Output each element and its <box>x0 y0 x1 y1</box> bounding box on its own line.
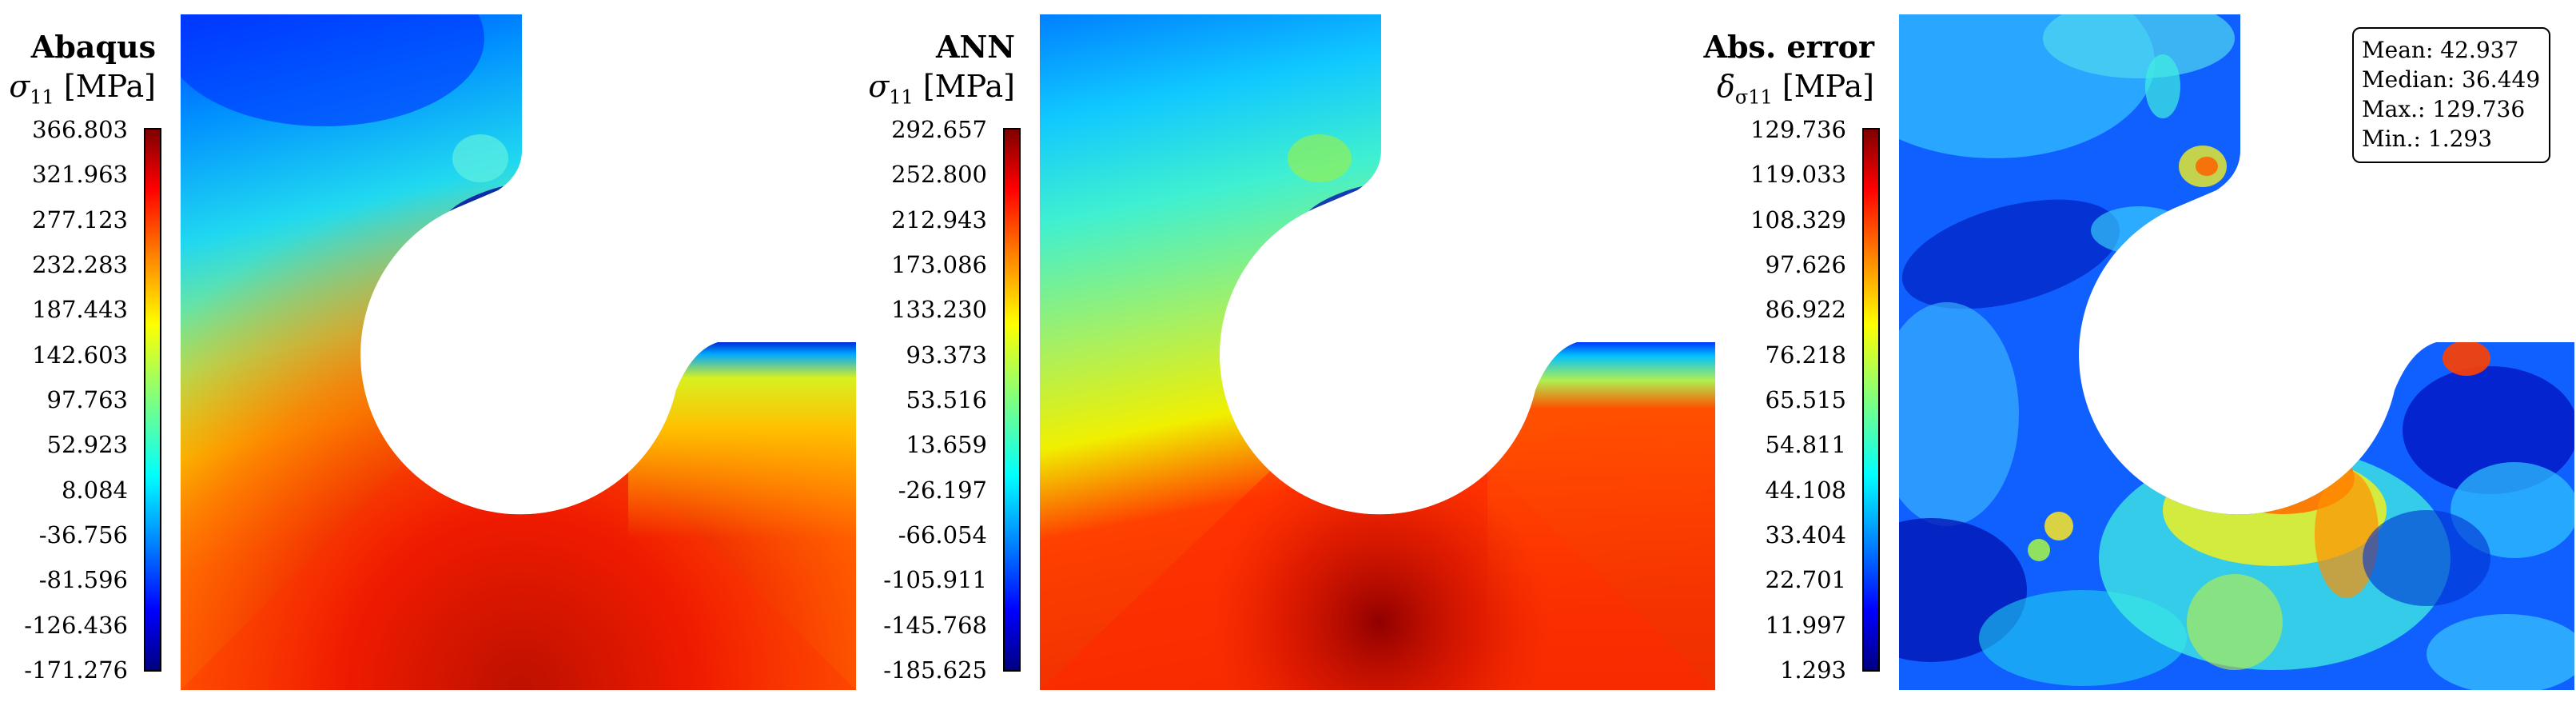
colorbar-tick-label: -185.625 <box>883 656 987 684</box>
colorbar-tick-label: 321.963 <box>32 161 128 189</box>
colorbar-tick-label: 53.516 <box>906 386 987 413</box>
colorbar-tick-label: 97.763 <box>46 386 128 413</box>
colorbar-tick-label: -26.197 <box>898 476 987 504</box>
colorbar-tick-label: -36.756 <box>38 521 128 548</box>
stress-field-ann <box>1040 14 1715 690</box>
panel-title: ANN <box>936 29 1015 65</box>
stat-median: Median: 36.449 <box>2362 66 2541 93</box>
colorbar-tick-label: 119.033 <box>1750 161 1846 189</box>
colorbar-tick-label: 366.803 <box>32 116 128 143</box>
colorbar-tick-label: 93.373 <box>906 341 987 369</box>
colorbar-tick-label: -126.436 <box>24 611 128 639</box>
colorbar-tick-label: 108.329 <box>1750 205 1846 233</box>
colorbar-tick-label: -171.276 <box>24 656 128 684</box>
colorbar-tick-label: 13.659 <box>906 431 987 459</box>
colorbar <box>144 128 161 672</box>
colorbar-tick-label: 187.443 <box>32 296 128 324</box>
stat-max: Max.: 129.736 <box>2362 96 2526 122</box>
colorbar-tick-label: -105.911 <box>883 566 987 594</box>
colorbar-label: δσ11 [MPa] <box>1717 69 1874 109</box>
colorbar-tick-label: 97.626 <box>1765 251 1846 278</box>
colorbar-tick-label: 252.800 <box>891 161 987 189</box>
colorbar-tick-label: 22.701 <box>1765 566 1846 594</box>
colorbar <box>1862 128 1880 672</box>
colorbar-tick-label: 33.404 <box>1765 521 1846 548</box>
colorbar-tick-label: 11.997 <box>1765 611 1846 639</box>
colorbar-tick-label: -66.054 <box>898 521 987 548</box>
error-field <box>1899 14 2574 690</box>
colorbar-tick-label: 232.283 <box>32 251 128 278</box>
stat-min: Min.: 1.293 <box>2362 126 2493 152</box>
panel-ann: ANN σ11 [MPa] 292.657 252.800 212.943 173.0… <box>859 0 1722 702</box>
colorbar-tick-label: 44.108 <box>1765 476 1846 504</box>
panel-title: Abs. error <box>1703 29 1875 65</box>
colorbar-tick-label: 129.736 <box>1750 116 1846 143</box>
colorbar-tick-label: 142.603 <box>32 341 128 369</box>
colorbar-tick-label: 76.218 <box>1765 341 1846 369</box>
colorbar <box>1003 128 1021 672</box>
colorbar-tick-label: 173.086 <box>891 251 987 278</box>
colorbar-tick-label: 54.811 <box>1765 431 1846 459</box>
colorbar-tick-label: -145.768 <box>883 611 987 639</box>
colorbar-tick-label: 1.293 <box>1779 656 1846 684</box>
panel-abs-error: Abs. error δσ11 [MPa] 129.736 119.033 108.… <box>1704 0 2576 702</box>
colorbar-tick-label: 277.123 <box>32 205 128 233</box>
stress-field-abaqus <box>181 14 856 690</box>
colorbar-tick-label: -81.596 <box>38 566 128 594</box>
colorbar-tick-label: 52.923 <box>46 431 128 459</box>
error-statistics-box: Mean: 42.937 Median: 36.449 Max.: 129.73… <box>2352 27 2550 163</box>
colorbar-tick-label: 8.084 <box>61 476 128 504</box>
colorbar-label: σ11 [MPa] <box>868 69 1015 109</box>
colorbar-tick-label: 212.943 <box>891 205 987 233</box>
colorbar-tick-label: 133.230 <box>891 296 987 324</box>
stat-mean: Mean: 42.937 <box>2362 37 2519 63</box>
colorbar-tick-label: 292.657 <box>891 116 987 143</box>
colorbar-label: σ11 [MPa] <box>9 69 156 109</box>
panel-abaqus: Abaqus σ11 [MPa] 366.803 321.963 277.123 23… <box>0 0 863 702</box>
colorbar-tick-label: 86.922 <box>1765 296 1846 324</box>
colorbar-tick-label: 65.515 <box>1765 386 1846 413</box>
panel-title: Abaqus <box>30 29 156 65</box>
